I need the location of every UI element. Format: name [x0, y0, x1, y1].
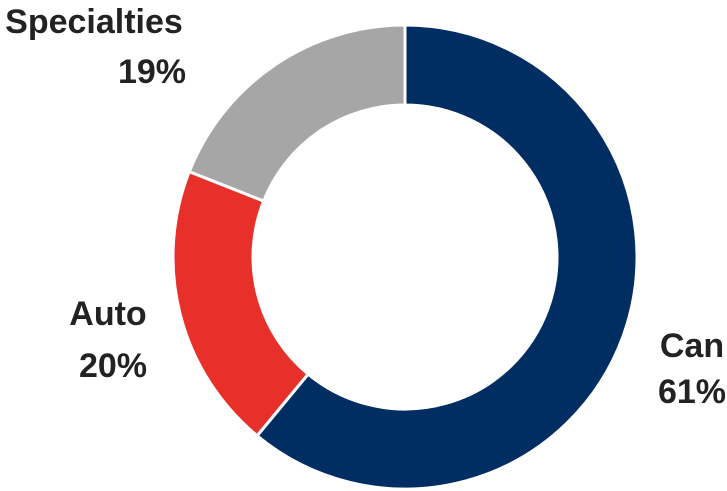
slice-auto — [171, 169, 311, 438]
donut-slices — [171, 23, 639, 491]
label-can-name: Can — [660, 327, 724, 365]
donut-labels: Can 61% Auto 20% Specialties 19% — [5, 3, 726, 411]
label-can-value: 61% — [658, 373, 726, 411]
label-specialties: Specialties 19% — [5, 3, 186, 91]
label-auto-value: 20% — [79, 347, 147, 385]
label-auto: Auto 20% — [69, 295, 147, 385]
label-auto-name: Auto — [69, 295, 146, 333]
slice-can — [255, 23, 639, 491]
label-specialties-value: 19% — [118, 53, 186, 91]
slice-specialties — [187, 23, 407, 203]
label-specialties-name: Specialties — [5, 3, 183, 41]
label-can: Can 61% — [658, 327, 726, 411]
